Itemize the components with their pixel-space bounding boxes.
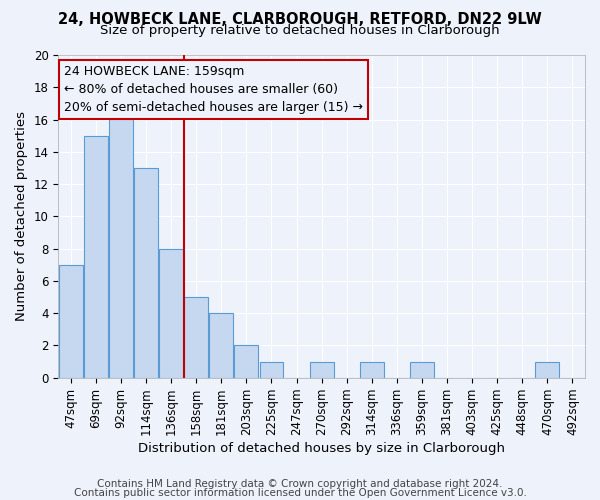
Bar <box>260 362 283 378</box>
Text: Contains public sector information licensed under the Open Government Licence v3: Contains public sector information licen… <box>74 488 526 498</box>
X-axis label: Distribution of detached houses by size in Clarborough: Distribution of detached houses by size … <box>138 442 505 455</box>
Bar <box>535 362 559 378</box>
Bar <box>134 168 158 378</box>
Bar <box>410 362 434 378</box>
Y-axis label: Number of detached properties: Number of detached properties <box>15 112 28 322</box>
Text: Size of property relative to detached houses in Clarborough: Size of property relative to detached ho… <box>100 24 500 37</box>
Bar <box>159 248 183 378</box>
Bar <box>209 313 233 378</box>
Bar <box>84 136 108 378</box>
Bar <box>360 362 384 378</box>
Bar <box>184 297 208 378</box>
Bar <box>59 265 83 378</box>
Bar <box>310 362 334 378</box>
Text: Contains HM Land Registry data © Crown copyright and database right 2024.: Contains HM Land Registry data © Crown c… <box>97 479 503 489</box>
Text: 24 HOWBECK LANE: 159sqm
← 80% of detached houses are smaller (60)
20% of semi-de: 24 HOWBECK LANE: 159sqm ← 80% of detache… <box>64 64 362 114</box>
Bar <box>109 104 133 378</box>
Bar <box>235 346 259 378</box>
Text: 24, HOWBECK LANE, CLARBOROUGH, RETFORD, DN22 9LW: 24, HOWBECK LANE, CLARBOROUGH, RETFORD, … <box>58 12 542 28</box>
